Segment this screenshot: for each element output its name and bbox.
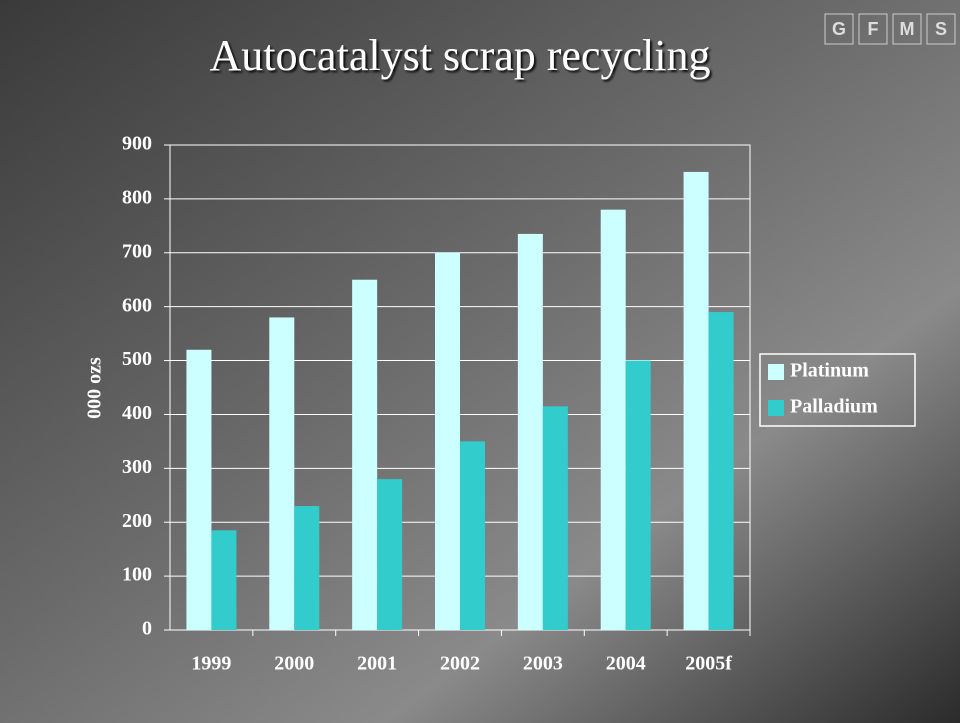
bar bbox=[708, 312, 734, 630]
chart-title: Autocatalyst scrap recycling bbox=[210, 31, 711, 80]
y-tick-label: 100 bbox=[122, 564, 152, 586]
x-tick-label: 1999 bbox=[191, 653, 231, 675]
legend-swatch bbox=[768, 400, 784, 416]
bar bbox=[683, 171, 709, 630]
legend-label: Palladium bbox=[790, 396, 878, 418]
logo-letter: M bbox=[900, 19, 915, 39]
y-tick-label: 0 bbox=[142, 618, 152, 640]
y-tick-label: 300 bbox=[122, 456, 152, 478]
y-tick-label: 400 bbox=[122, 402, 152, 424]
logo-letter: S bbox=[935, 19, 947, 39]
x-tick-label: 2000 bbox=[274, 653, 314, 675]
x-tick-label: 2002 bbox=[440, 653, 480, 675]
bar bbox=[460, 441, 485, 630]
bar bbox=[269, 317, 295, 630]
logo-box bbox=[892, 13, 922, 45]
y-tick-label: 500 bbox=[122, 348, 152, 370]
logo-box bbox=[858, 13, 888, 45]
legend-box bbox=[759, 353, 916, 427]
bar bbox=[435, 252, 460, 630]
bar bbox=[352, 279, 378, 630]
bar bbox=[294, 506, 320, 630]
legend-swatch bbox=[768, 364, 784, 380]
x-tick-label: 2001 bbox=[357, 653, 397, 675]
x-tick-label: 2003 bbox=[523, 653, 563, 675]
y-axis-label: 000 ozs bbox=[84, 357, 106, 419]
logo-letter: G bbox=[832, 19, 846, 39]
logo-letter: F bbox=[868, 19, 879, 39]
y-tick-label: 200 bbox=[122, 510, 152, 532]
y-tick-label: 700 bbox=[122, 240, 152, 262]
x-tick-label: 2004 bbox=[606, 653, 646, 675]
bar bbox=[517, 233, 543, 630]
legend-label: Platinum bbox=[790, 360, 869, 382]
y-tick-label: 800 bbox=[122, 186, 152, 208]
y-tick-label: 600 bbox=[122, 294, 152, 316]
bar bbox=[211, 530, 237, 630]
bar bbox=[186, 349, 212, 630]
y-tick-label: 900 bbox=[122, 133, 152, 155]
logo-box bbox=[824, 13, 854, 45]
bar bbox=[377, 479, 403, 630]
x-tick-label: 2005f bbox=[685, 653, 732, 675]
bar bbox=[600, 209, 626, 630]
bar bbox=[625, 360, 651, 630]
logo-box bbox=[926, 13, 956, 45]
bar bbox=[542, 406, 568, 630]
